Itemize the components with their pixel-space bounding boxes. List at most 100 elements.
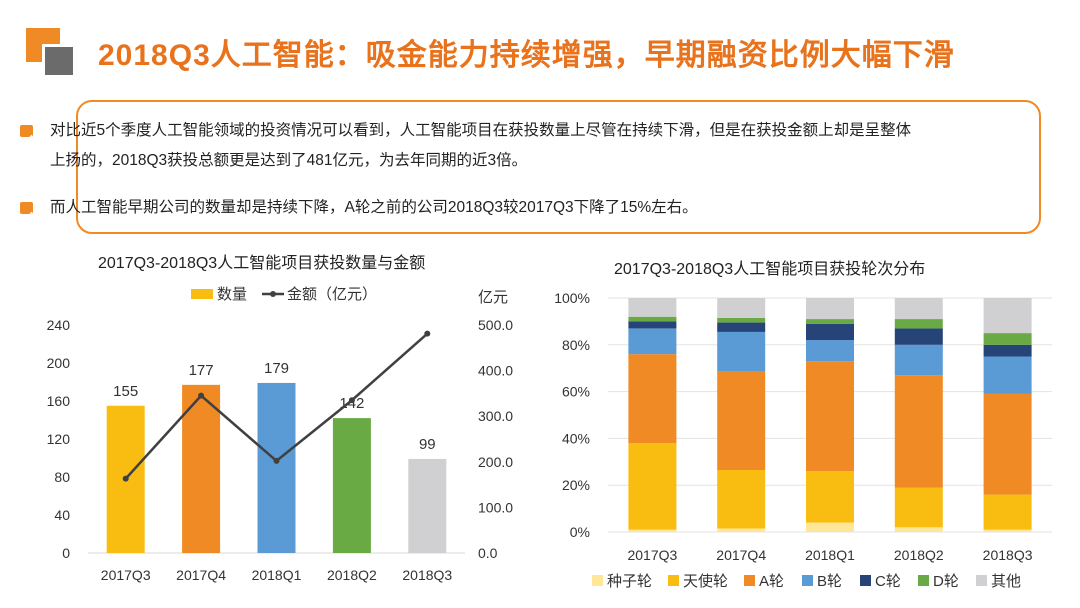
x-tick-label: 2018Q3 [402, 567, 452, 583]
stacked-segment [983, 344, 1032, 357]
chart2-title: 2017Q3-2018Q3人工智能项目获投轮次分布 [614, 261, 926, 278]
y2-tick-label: 100.0 [478, 499, 513, 515]
stacked-segment [983, 393, 1032, 495]
y2-tick-label: 300.0 [478, 408, 513, 424]
bar-count [182, 384, 221, 553]
bar-count [408, 458, 447, 553]
stacked-segment [717, 322, 766, 332]
summary-bullet-text: 对比近5个季度人工智能领域的投资情况可以看到，人工智能项目在获投数量上尽管在持续… [50, 122, 912, 169]
stacked-segment [628, 328, 677, 355]
stacked-segment [894, 375, 943, 488]
stacked-segment [894, 298, 943, 320]
legend-swatch [592, 575, 603, 586]
stacked-segment [983, 529, 1032, 532]
logo-square-gray [42, 44, 76, 78]
stacked-segment [894, 319, 943, 329]
x-tick-label: 2018Q1 [252, 567, 302, 583]
y-tick-label: 80 [54, 469, 70, 485]
stacked-segment [894, 344, 943, 376]
legend-label: D轮 [933, 573, 959, 590]
page-title: 2018Q3人工智能：吸金能力持续增强，早期融资比例大幅下滑 [98, 39, 955, 72]
summary-box [76, 100, 1041, 234]
legend-label: C轮 [875, 573, 901, 590]
stacked-segment [806, 323, 854, 341]
stacked-segment [628, 298, 677, 317]
x-tick-label: 2018Q3 [983, 547, 1033, 563]
stacked-segment [717, 331, 766, 372]
legend-label-count: 数量 [217, 286, 247, 303]
bar-value-label: 179 [264, 360, 289, 377]
legend-swatch [976, 575, 987, 586]
x-tick-label: 2017Q4 [176, 567, 226, 583]
legend-label: 种子轮 [607, 573, 652, 590]
legend-marker-amount [270, 291, 276, 297]
y-tick-label: 40 [54, 507, 70, 523]
amount-point [424, 330, 431, 337]
bar-value-label: 155 [113, 383, 138, 400]
y-tick-label: 0 [62, 545, 70, 561]
y2-tick-label: 0.0 [478, 545, 498, 561]
legend-label: 其他 [991, 573, 1021, 590]
bar-value-label: 99 [419, 436, 436, 453]
logo [26, 28, 78, 80]
stacked-segment [983, 356, 1032, 394]
stacked-segment [628, 316, 677, 322]
x-tick-label: 2017Q3 [627, 547, 677, 563]
stacked-segment [983, 298, 1032, 334]
amount-point [122, 475, 129, 482]
legend-swatch [860, 575, 871, 586]
chart-investment-count-amount: 0 40 80 120 160 200 240 0.0 100.0 200.0 300.0 400.0… [47, 286, 514, 583]
x-tick-label: 2018Q2 [327, 567, 377, 583]
stacked-segment [806, 522, 854, 532]
legend-label: B轮 [817, 573, 842, 590]
summary-bullet: 对比近5个季度人工智能领域的投资情况可以看到，人工智能项目在获投数量上尽管在持续… [20, 116, 925, 176]
legend-swatch [918, 575, 929, 586]
amount-point [273, 457, 280, 464]
chart-round-distribution: 0% 20% 40% 60% 80% 100% 2017Q3 2017Q4 2018Q1 2018… [554, 290, 1052, 590]
amount-point [198, 392, 205, 399]
bullet-icon [20, 125, 33, 137]
stacked-segment [806, 340, 854, 362]
y-tick-label: 20% [562, 477, 590, 493]
bar-value-label: 177 [189, 362, 214, 379]
summary-bullet: 而人工智能早期公司的数量却是持续下降，A轮之前的公司2018Q3较2017Q3下… [20, 193, 925, 223]
stacked-segment [628, 529, 677, 532]
legend-label-amount: 金额（亿元） [287, 286, 377, 303]
bullet-icon [20, 202, 33, 214]
legend-swatch-count [191, 289, 213, 299]
stacked-segment [717, 528, 766, 532]
stacked-segment [894, 527, 943, 532]
stacked-segment [806, 298, 854, 320]
y-tick-label: 60% [562, 384, 590, 400]
stacked-segment [894, 487, 943, 528]
y2-tick-label: 200.0 [478, 454, 513, 470]
bar-count [257, 382, 296, 553]
y2-tick-label: 400.0 [478, 363, 513, 379]
bar-value-label: 142 [339, 395, 364, 412]
stacked-segment [628, 321, 677, 329]
stacked-segment [806, 319, 854, 324]
amount-point [348, 397, 355, 404]
y-tick-label: 160 [47, 393, 71, 409]
x-tick-label: 2018Q1 [805, 547, 855, 563]
stacked-segment [983, 333, 1032, 345]
summary-bullet-text: 而人工智能早期公司的数量却是持续下降，A轮之前的公司2018Q3较2017Q3下… [50, 199, 698, 216]
legend-swatch [744, 575, 755, 586]
stacked-segment [894, 328, 943, 345]
stacked-segment [806, 471, 854, 523]
stacked-segment [806, 361, 854, 472]
y2-axis-label: 亿元 [478, 289, 508, 306]
y-tick-label: 40% [562, 430, 590, 446]
x-tick-label: 2017Q4 [716, 547, 766, 563]
stacked-segment [717, 298, 766, 318]
legend-swatch [802, 575, 813, 586]
y-tick-label: 80% [562, 337, 590, 353]
legend-label: 天使轮 [683, 573, 728, 590]
y-tick-label: 0% [570, 524, 590, 540]
x-tick-label: 2017Q3 [101, 567, 151, 583]
y-tick-label: 200 [47, 355, 71, 371]
chart1-title: 2017Q3-2018Q3人工智能项目获投数量与金额 [98, 255, 426, 272]
stacked-segment [717, 469, 766, 529]
legend-label: A轮 [759, 573, 784, 590]
legend-swatch [668, 575, 679, 586]
